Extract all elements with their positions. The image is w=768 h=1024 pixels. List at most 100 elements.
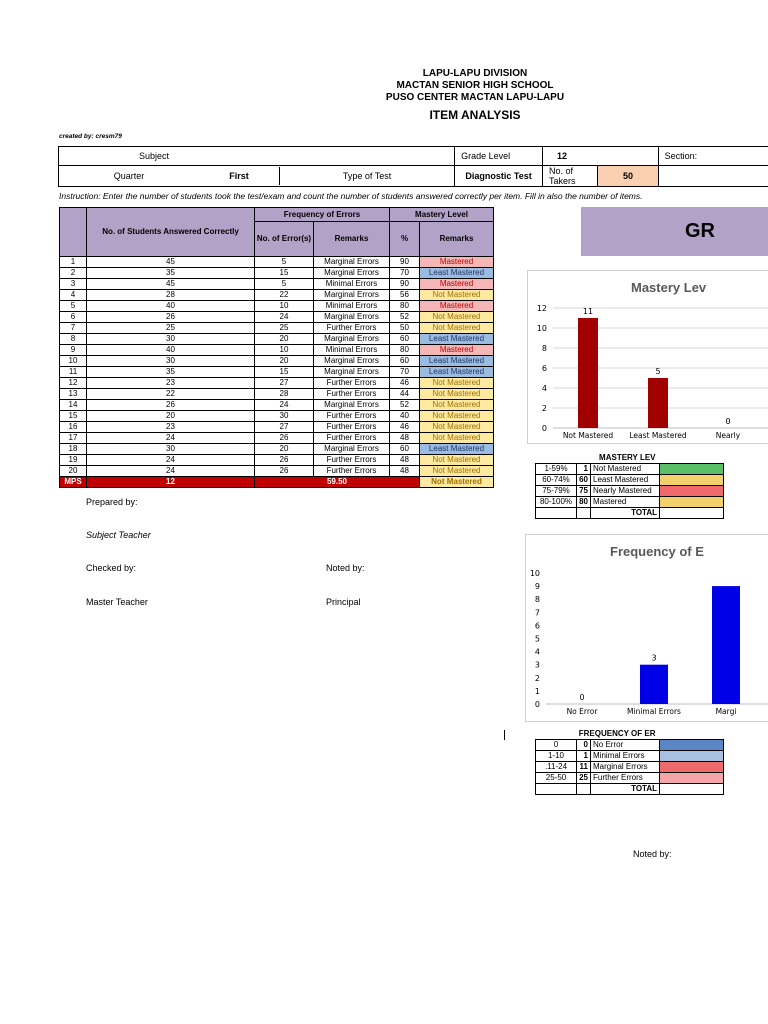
mastery-level: Not Mastered xyxy=(419,465,494,477)
correct-count[interactable]: 24 xyxy=(86,432,255,444)
type-of-test-label: Type of Test xyxy=(279,167,454,185)
mastery-legend-title: MASTERY LEV xyxy=(599,453,656,462)
legend-val: 25 xyxy=(576,772,591,784)
item-number: 14 xyxy=(59,399,87,411)
y-tick-label: 1 xyxy=(535,687,540,696)
y-tick-label: 8 xyxy=(535,595,540,604)
correct-count[interactable]: 28 xyxy=(86,289,255,301)
correct-count[interactable]: 23 xyxy=(86,421,255,433)
error-count: 25 xyxy=(254,322,314,334)
legend-val: 80 xyxy=(576,496,591,508)
table-row: 9 40 10 Minimal Errors 80 Mastered xyxy=(59,344,494,356)
correct-count[interactable]: 23 xyxy=(86,377,255,389)
error-remark: Marginal Errors xyxy=(313,399,390,411)
header-mastery: Mastery Level xyxy=(389,207,494,222)
x-tick-label: Nearly xyxy=(716,431,741,440)
mastery-level: Least Mastered xyxy=(419,355,494,367)
error-count: 27 xyxy=(254,377,314,389)
item-number: 6 xyxy=(59,311,87,323)
y-tick-label: 8 xyxy=(542,344,547,353)
legend-row: 60-74% 60 Least Mastered xyxy=(535,474,724,486)
legend-row: 25-50 25 Further Errors xyxy=(535,772,724,784)
mastery-chart: Mastery Lev 0 2 4 6 8 10 12 11 Not Mastered 5 Leas… xyxy=(527,270,768,444)
correct-count[interactable]: 45 xyxy=(86,256,255,268)
subject-label: Subject xyxy=(57,146,456,166)
y-tick-label: 5 xyxy=(535,635,540,644)
error-remark: Further Errors xyxy=(313,377,390,389)
section-label: Section: xyxy=(657,146,768,166)
mastery-level: Not Mastered xyxy=(419,399,494,411)
y-tick-label: 10 xyxy=(530,569,540,578)
legend-label: Not Mastered xyxy=(590,463,660,475)
y-tick-label: 6 xyxy=(542,364,547,373)
correct-count[interactable]: 30 xyxy=(86,355,255,367)
correct-count[interactable]: 45 xyxy=(86,278,255,290)
mastery-legend: MASTERY LEV 1-59% 1 Not Mastered 60-74% 60 Le… xyxy=(535,453,724,519)
mastery-pct: 46 xyxy=(389,421,420,433)
table-row: 2 35 15 Marginal Errors 70 Least Mastered xyxy=(59,267,494,279)
legend-color-swatch xyxy=(659,496,724,508)
principal: Principal xyxy=(326,597,361,607)
type-of-test-value[interactable]: Diagnostic Test xyxy=(454,165,544,187)
error-remark: Further Errors xyxy=(313,322,390,334)
correct-count[interactable]: 35 xyxy=(86,267,255,279)
error-count: 20 xyxy=(254,333,314,345)
legend-total-row: TOTAL xyxy=(535,507,724,519)
correct-count[interactable]: 24 xyxy=(86,454,255,466)
error-count: 26 xyxy=(254,465,314,477)
correct-count[interactable]: 20 xyxy=(86,410,255,422)
correct-count[interactable]: 22 xyxy=(86,388,255,400)
legend-total-label: TOTAL xyxy=(590,507,660,519)
table-row: 12 23 27 Further Errors 46 Not Mastered xyxy=(59,377,494,389)
x-tick-label: Minimal Errors xyxy=(627,707,681,716)
mastery-pct: 60 xyxy=(389,355,420,367)
quarter-value[interactable]: First xyxy=(229,171,249,181)
mastery-chart-svg: 0 2 4 6 8 10 12 11 Not Mastered 5 Least Mastered 0 N… xyxy=(537,304,768,440)
correct-count[interactable]: 26 xyxy=(86,399,255,411)
error-remark: Minimal Errors xyxy=(313,278,390,290)
correct-count[interactable]: 30 xyxy=(86,333,255,345)
correct-count[interactable]: 35 xyxy=(86,366,255,378)
y-tick-label: 0 xyxy=(542,424,547,433)
item-number: 11 xyxy=(59,366,87,378)
legend-color-swatch xyxy=(659,772,724,784)
grade-level-value[interactable]: 12 xyxy=(542,146,659,166)
correct-count[interactable]: 30 xyxy=(86,443,255,455)
correct-count[interactable]: 40 xyxy=(86,344,255,356)
mastery-level: Not Mastered xyxy=(419,289,494,301)
mastery-level: Not Mastered xyxy=(419,377,494,389)
error-count: 15 xyxy=(254,267,314,279)
correct-count[interactable]: 40 xyxy=(86,300,255,312)
correct-count[interactable]: 25 xyxy=(86,322,255,334)
error-remark: Marginal Errors xyxy=(313,267,390,279)
header-correct: No. of Students Answered Correctly xyxy=(86,207,255,257)
errors-legend: FREQUENCY OF ER 0 0 No Error 1-10 1 Minimal E… xyxy=(535,729,724,795)
legend-label: No Error xyxy=(590,739,660,751)
takers-value[interactable]: 50 xyxy=(597,165,659,187)
legend-range: 80-100% xyxy=(535,496,577,508)
mastery-level: Least Mastered xyxy=(419,333,494,345)
item-analysis-table: No. of Students Answered Correctly Frequ… xyxy=(59,207,494,488)
legend-color-swatch xyxy=(659,761,724,773)
legend-val: 0 xyxy=(576,739,591,751)
noted-by: Noted by: xyxy=(326,563,365,573)
mastery-level: Not Mastered xyxy=(419,322,494,334)
page-title: ITEM ANALYSIS xyxy=(429,108,521,122)
table-row: 19 24 26 Further Errors 48 Not Mastered xyxy=(59,454,494,466)
quarter-label: Quarter xyxy=(113,171,145,181)
mastery-level: Not Mastered xyxy=(419,311,494,323)
correct-count[interactable]: 24 xyxy=(86,465,255,477)
correct-count[interactable]: 26 xyxy=(86,311,255,323)
mastery-level: Least Mastered xyxy=(419,443,494,455)
error-count: 10 xyxy=(254,344,314,356)
created-by: created by: cresm79 xyxy=(59,133,122,140)
division-name: LAPU-LAPU DIVISION xyxy=(422,68,528,79)
legend-row: .11-24 11 Marginal Errors xyxy=(535,761,724,773)
mastery-level: Not Mastered xyxy=(419,388,494,400)
table-row: 10 30 20 Marginal Errors 60 Least Mastered xyxy=(59,355,494,367)
x-tick-label: No Error xyxy=(567,707,599,716)
error-count: 10 xyxy=(254,300,314,312)
bar xyxy=(578,318,598,428)
y-tick-label: 2 xyxy=(542,404,547,413)
mastery-pct: 70 xyxy=(389,366,420,378)
